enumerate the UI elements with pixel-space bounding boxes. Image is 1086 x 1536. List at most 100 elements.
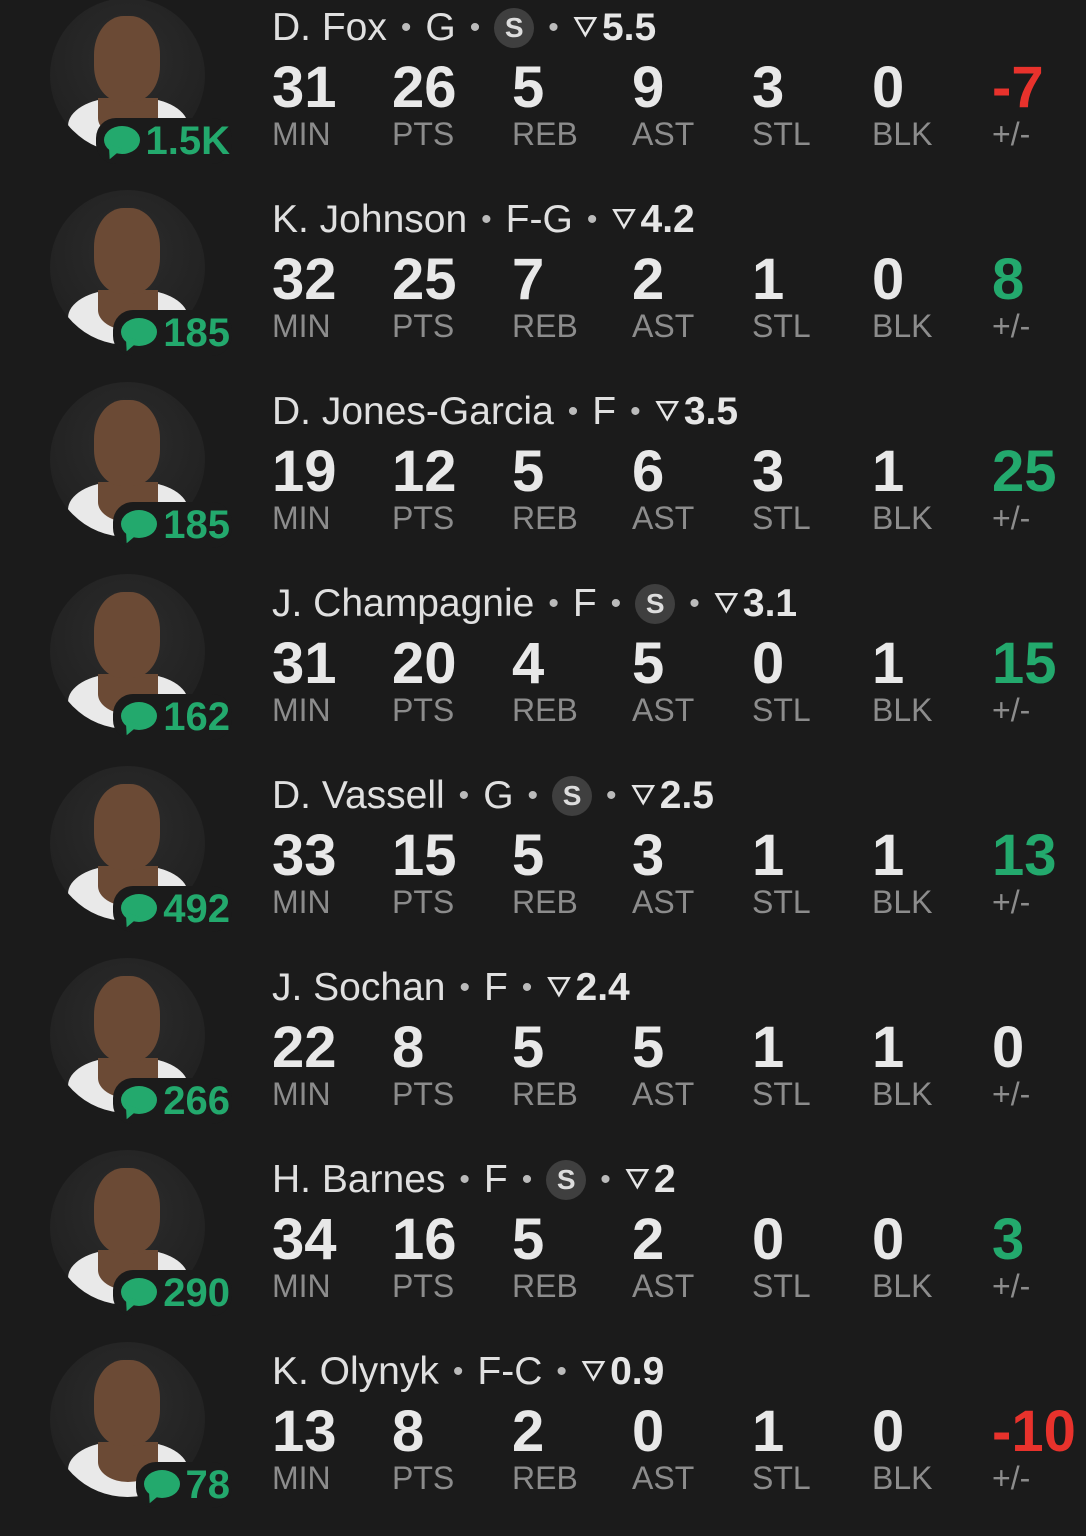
stat-value: 0 <box>632 1399 665 1464</box>
stat-value: 5 <box>512 823 545 888</box>
player-name[interactable]: D. Fox <box>272 6 387 49</box>
stat-label: +/- <box>992 692 1031 728</box>
player-row[interactable]: 492 D. Vassell • G • S • ⛛ 2.5 33 MIN 15 PTS 5 REB… <box>0 766 1086 960</box>
stat-min: 31 MIN <box>272 631 392 729</box>
comments-badge[interactable]: 266 <box>113 1078 232 1124</box>
player-header: K. Johnson • F-G • ⛛ 4.2 <box>272 198 695 242</box>
starter-badge: S <box>552 776 593 816</box>
stat-label: MIN <box>272 308 331 344</box>
stat-label: AST <box>632 116 695 152</box>
stat-value: 13 <box>272 1399 337 1464</box>
player-name[interactable]: K. Johnson <box>272 198 468 241</box>
comment-count: 290 <box>163 1271 230 1315</box>
comment-bubble-icon <box>121 510 158 540</box>
separator-dot: • <box>521 1163 533 1196</box>
stat-value: 0 <box>992 1015 1025 1080</box>
stat-value: 1 <box>752 247 785 312</box>
separator-dot: • <box>527 779 539 812</box>
stat-value: 8 <box>392 1015 425 1080</box>
stat-reb: 5 REB <box>512 1018 632 1113</box>
stat-label: AST <box>632 692 695 728</box>
separator-dot: • <box>600 1163 611 1196</box>
player-position: F-C <box>477 1350 543 1393</box>
stat-value: 26 <box>392 55 457 120</box>
stat-value: 31 <box>272 55 337 120</box>
comments-badge[interactable]: 492 <box>113 886 232 932</box>
stat-min: 34 MIN <box>272 1210 392 1305</box>
stat-value: 3 <box>992 1207 1025 1272</box>
comments-badge[interactable]: 290 <box>113 1270 232 1316</box>
stat-value: 31 <box>272 631 337 696</box>
player-name[interactable]: D. Vassell <box>272 774 445 817</box>
comments-badge[interactable]: 185 <box>113 310 232 356</box>
stat-value: 0 <box>752 1207 785 1272</box>
comment-bubble-icon <box>103 126 140 156</box>
player-row[interactable]: 185 D. Jones-Garcia • F • ⛛ 3.5 19 MIN 12 PTS 5… <box>0 382 1086 576</box>
stat-blk: 0 BLK <box>872 55 992 153</box>
player-position: G <box>425 6 456 49</box>
comment-count: 266 <box>163 1079 230 1123</box>
stat-plus-minus: -10 +/- <box>992 1402 1086 1497</box>
rating-icon: ⛛ <box>611 203 637 236</box>
stat-ast: 2 AST <box>632 1210 752 1305</box>
stat-stl: 3 STL <box>752 58 872 153</box>
comments-badge[interactable]: 185 <box>113 502 232 548</box>
stat-label: AST <box>632 1268 695 1304</box>
stat-blk: 0 BLK <box>872 1402 992 1497</box>
stat-value: 5 <box>512 439 545 504</box>
comments-badge[interactable]: 78 <box>135 1462 232 1508</box>
stat-label: MIN <box>272 116 331 152</box>
stat-label: MIN <box>272 1076 331 1112</box>
separator-dot: • <box>630 395 641 428</box>
stat-label: +/- <box>992 1268 1031 1304</box>
stat-label: STL <box>752 1268 811 1304</box>
comment-bubble-icon <box>121 702 158 732</box>
stat-value: 4 <box>512 631 545 696</box>
stat-value: 1 <box>752 823 785 888</box>
stat-value: 32 <box>272 247 337 312</box>
stat-value: 15 <box>992 631 1057 696</box>
stat-label: STL <box>752 116 811 152</box>
separator-dot: • <box>400 11 412 44</box>
stat-value: 1 <box>872 631 905 696</box>
player-row[interactable]: 78 K. Olynyk • F-C • ⛛ 0.9 13 MIN 8 PTS 2 REB 0 AS… <box>0 1342 1086 1536</box>
stat-ast: 2 AST <box>632 250 752 345</box>
stat-label: REB <box>512 116 578 152</box>
face-shape <box>94 16 160 102</box>
stat-pts: 12 PTS <box>392 442 512 537</box>
stat-label: AST <box>632 308 695 344</box>
stat-value: 6 <box>632 439 665 504</box>
stat-min: 31 MIN <box>272 55 392 153</box>
player-row[interactable]: 185 K. Johnson • F-G • ⛛ 4.2 32 MIN 25 PTS 7 REB… <box>0 190 1086 384</box>
stat-reb: 5 REB <box>512 58 632 153</box>
stat-plus-minus: 0 +/- <box>992 1015 1086 1113</box>
player-name[interactable]: J. Sochan <box>272 966 446 1009</box>
stat-label: REB <box>512 1460 578 1496</box>
stat-reb: 7 REB <box>512 250 632 345</box>
player-name[interactable]: J. Champagnie <box>272 582 535 625</box>
stat-reb: 5 REB <box>512 439 632 537</box>
comments-badge[interactable]: 1.5K <box>95 118 232 164</box>
separator-dot: • <box>689 587 700 620</box>
separator-dot: • <box>469 11 481 44</box>
stat-value: 0 <box>752 631 785 696</box>
separator-dot: • <box>606 779 617 812</box>
separator-dot: • <box>521 971 533 1004</box>
player-row[interactable]: 290 H. Barnes • F • S • ⛛ 2 34 MIN 16 PTS 5 REB 2 AS… <box>0 1150 1086 1344</box>
player-name[interactable]: D. Jones-Garcia <box>272 390 554 433</box>
stat-label: BLK <box>872 116 933 152</box>
stat-pts: 16 PTS <box>392 1210 512 1305</box>
player-row[interactable]: 266 J. Sochan • F • ⛛ 2.4 22 MIN 8 PTS 5 REB 5 AST… <box>0 958 1086 1152</box>
player-row[interactable]: 162 J. Champagnie • F • S • ⛛ 3.1 31 MIN 20 PTS 4… <box>0 574 1086 768</box>
stat-pts: 26 PTS <box>392 55 512 153</box>
comments-badge[interactable]: 162 <box>113 694 232 740</box>
player-name[interactable]: K. Olynyk <box>272 1350 439 1393</box>
comment-bubble-icon <box>143 1470 180 1500</box>
stat-value: 0 <box>872 55 905 120</box>
separator-dot: • <box>481 203 492 236</box>
stat-value: 15 <box>392 823 457 888</box>
stat-label: +/- <box>992 500 1031 536</box>
player-row[interactable]: 1.5K D. Fox • G • S • ⛛ 5.5 31 MIN 26 PTS 5 REB 9 AS… <box>0 0 1086 192</box>
stat-label: PTS <box>392 308 455 344</box>
player-name[interactable]: H. Barnes <box>272 1158 446 1201</box>
